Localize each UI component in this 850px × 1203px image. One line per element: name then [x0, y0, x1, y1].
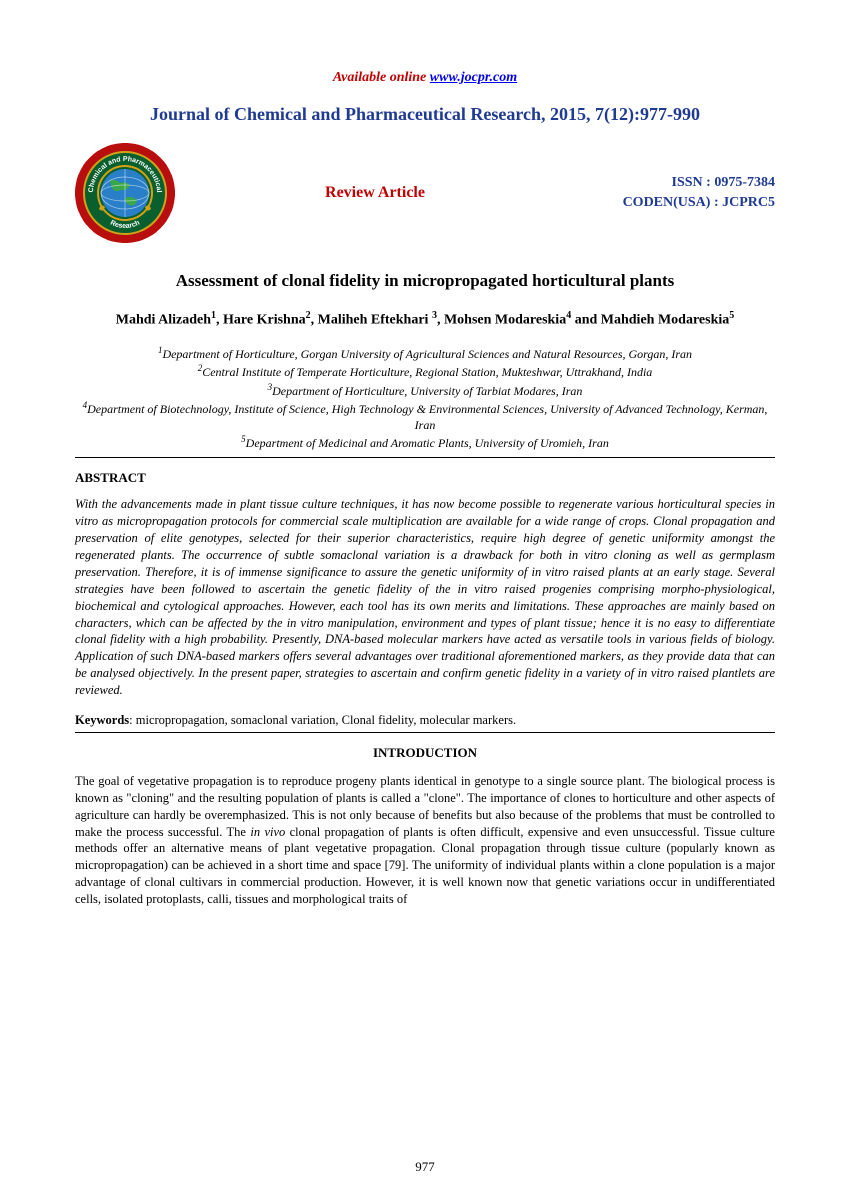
- introduction-heading: INTRODUCTION: [75, 745, 775, 761]
- coden-line: CODEN(USA) : JCPRC5: [555, 193, 775, 213]
- keywords-text: : micropropagation, somaclonal variation…: [129, 713, 516, 727]
- journal-logo-icon: Chemical and Pharmaceutical Research: [75, 143, 175, 243]
- issn-block: ISSN : 0975-7384 CODEN(USA) : JCPRC5: [555, 173, 775, 212]
- paper-title: Assessment of clonal fidelity in micropr…: [75, 271, 775, 291]
- issn-line: ISSN : 0975-7384: [555, 173, 775, 193]
- keywords-label: Keywords: [75, 713, 129, 727]
- abstract-body: With the advancements made in plant tiss…: [75, 496, 775, 699]
- authors: Mahdi Alizadeh1, Hare Krishna2, Maliheh …: [75, 309, 775, 330]
- keywords-line: Keywords: micropropagation, somaclonal v…: [75, 713, 775, 728]
- journal-title: Journal of Chemical and Pharmaceutical R…: [75, 104, 775, 125]
- abstract-heading: ABSTRACT: [75, 470, 775, 486]
- introduction-body: The goal of vegetative propagation is to…: [75, 773, 775, 908]
- divider-top: [75, 457, 775, 458]
- affiliations: 1Department of Horticulture, Gorgan Univ…: [75, 344, 775, 451]
- page-number: 977: [0, 1159, 850, 1175]
- available-online-line: Available online www.jocpr.com: [75, 70, 775, 86]
- available-online-label: Available online: [333, 70, 430, 85]
- available-online-link[interactable]: www.jocpr.com: [430, 70, 517, 85]
- review-article-label: Review Article: [175, 184, 555, 202]
- header-row: Chemical and Pharmaceutical Research Rev…: [75, 143, 775, 243]
- divider-bottom: [75, 732, 775, 733]
